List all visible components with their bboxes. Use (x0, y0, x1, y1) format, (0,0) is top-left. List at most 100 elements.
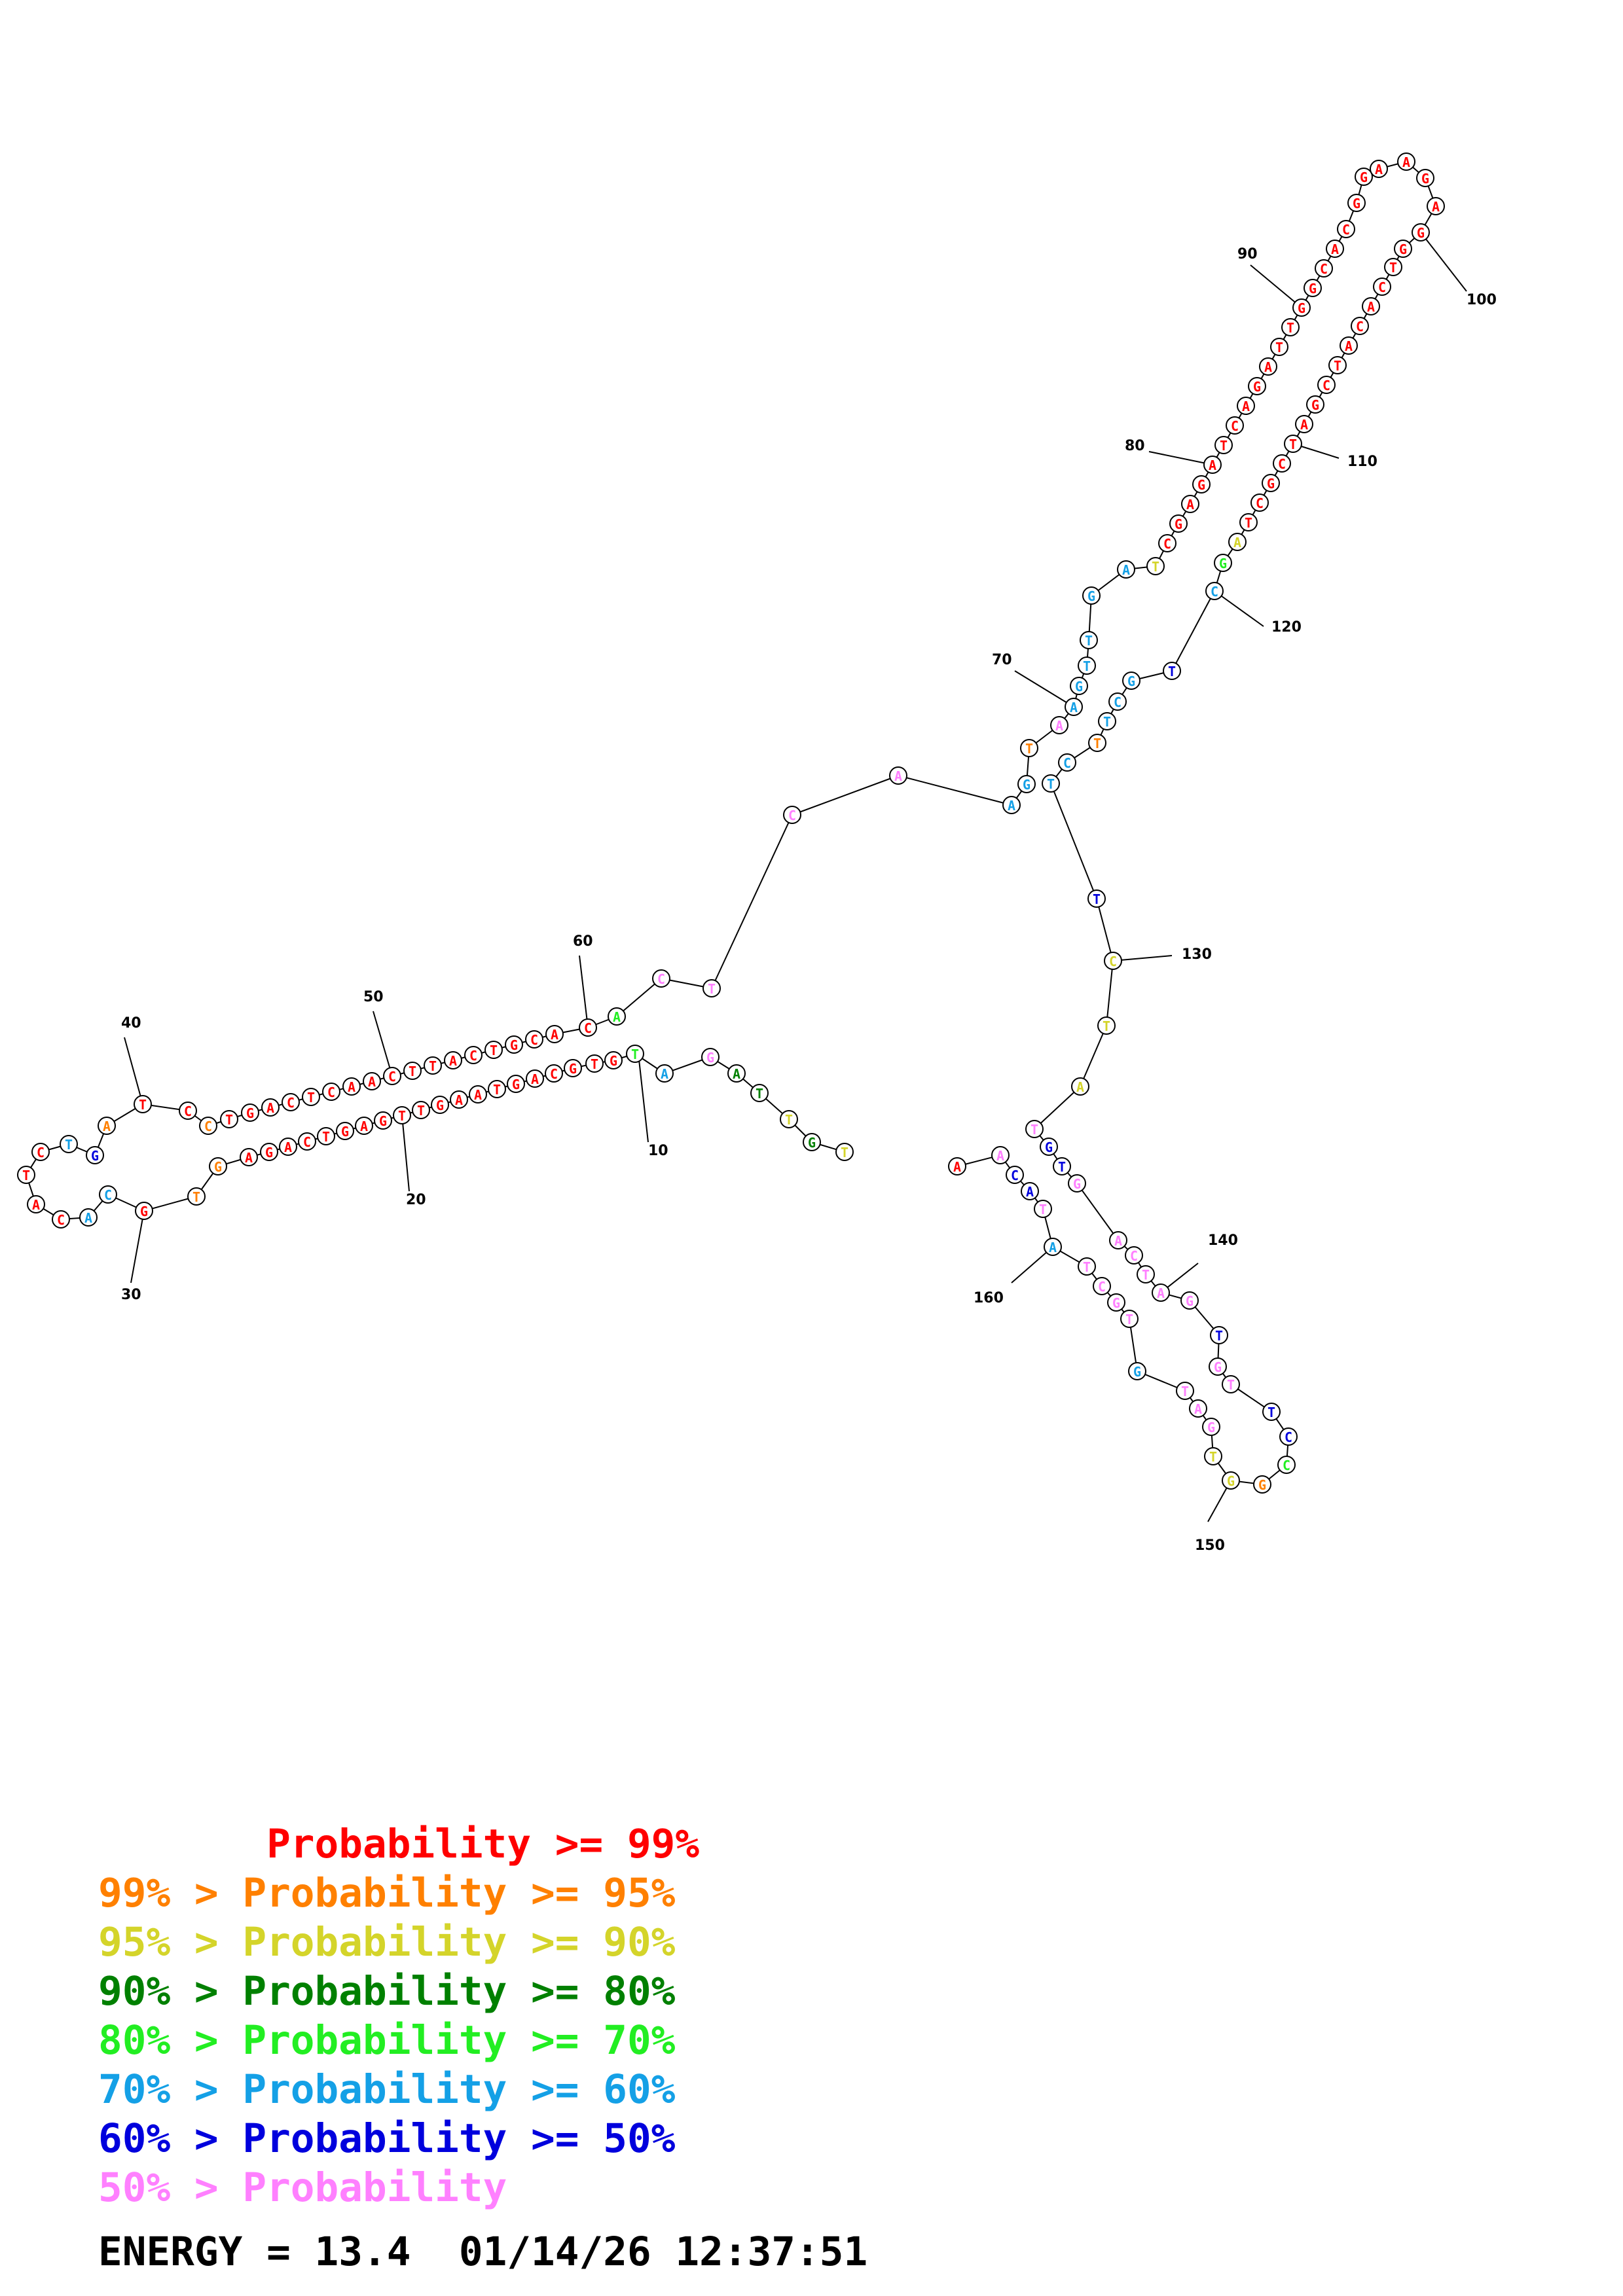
nucleotide-circle (1250, 493, 1269, 512)
nucleotide-letter: A (368, 1074, 376, 1090)
nucleotide-letter: G (1175, 516, 1182, 532)
legend-prefix: 90% > (98, 1968, 243, 2015)
nucleotide-letter: G (1045, 1139, 1053, 1155)
nucleotide-circle (240, 1148, 258, 1166)
nucleotide: C (1279, 1427, 1298, 1446)
nucleotide: C (1226, 416, 1244, 435)
energy-line: ENERGY = 13.4 01/14/26 12:37:51 (98, 2229, 868, 2275)
position-label: 140 (1208, 1232, 1238, 1249)
nucleotide: T (187, 1187, 206, 1206)
nucleotide-letter: T (631, 1047, 639, 1062)
backbone-segment (1171, 590, 1215, 672)
nucleotide-circle (1397, 152, 1415, 171)
nucleotide: C (1250, 493, 1269, 512)
nucleotide: A (279, 1138, 297, 1156)
nucleotide-circle (17, 1166, 35, 1184)
nucleotide: A (1203, 456, 1222, 474)
nucleotide-letter: C (469, 1048, 477, 1064)
nucleotide-letter: T (307, 1090, 315, 1105)
nucleotide-letter: T (1267, 1405, 1275, 1420)
nucleotide: G (1040, 1138, 1058, 1156)
nucleotide-circle (1304, 279, 1322, 297)
nucleotide-circle (484, 1041, 503, 1059)
nucleotide: C (282, 1093, 300, 1111)
nucleotide-circle (780, 1110, 798, 1128)
nucleotide-letter: T (591, 1056, 598, 1072)
nucleotide-letter: A (1331, 242, 1339, 257)
nucleotide: T (1088, 734, 1106, 752)
position-tick (1112, 955, 1173, 961)
nucleotide-letter: T (1030, 1122, 1038, 1138)
nucleotide-circle (469, 1085, 487, 1103)
legend-prefix: 50% > (98, 2164, 243, 2211)
nucleotide: G (431, 1096, 449, 1114)
nucleotide-circle (298, 1132, 316, 1151)
nucleotide-letter: A (996, 1148, 1004, 1164)
nucleotide-circle (322, 1083, 340, 1101)
nucleotide-letter: C (1283, 1458, 1290, 1473)
nucleotide: G (1107, 1293, 1125, 1312)
nucleotide-circle (1373, 278, 1391, 296)
nucleotide: G (1262, 474, 1280, 492)
nucleotide-circle (1248, 377, 1266, 395)
nucleotide-letter: T (22, 1168, 30, 1183)
nucleotide: A (1362, 297, 1380, 315)
nucleotide-letter: G (1219, 556, 1227, 571)
nucleotide-circle (135, 1202, 153, 1220)
nucleotide: T (1210, 1326, 1228, 1344)
probability-legend: Probability >= 99% 99% > Probability >= 9… (98, 1820, 699, 2212)
nucleotide: A (1109, 1231, 1127, 1249)
nucleotide-letter: A (1114, 1233, 1122, 1249)
nucleotide: C (1125, 1246, 1143, 1265)
nucleotide: T (488, 1080, 506, 1098)
nucleotide: A (1228, 533, 1247, 551)
nucleotide: T (1222, 1375, 1240, 1393)
nucleotide: T (702, 979, 721, 997)
nucleotide-letter: G (512, 1077, 520, 1092)
nucleotide-letter: C (1285, 1429, 1292, 1445)
nucleotide-letter: G (1421, 171, 1429, 187)
nucleotide-letter: C (1342, 222, 1350, 238)
nucleotide-circle (1082, 586, 1101, 605)
nucleotide-circle (1088, 734, 1106, 752)
nucleotide-circle (1222, 1471, 1240, 1490)
nucleotide-letter: T (1058, 1159, 1066, 1175)
nucleotide-letter: G (1309, 281, 1317, 296)
nucleotide-letter: T (65, 1137, 73, 1153)
nucleotide-circle (1078, 1257, 1096, 1276)
nucleotide: A (261, 1098, 280, 1117)
nucleotide-letter: G (1298, 300, 1305, 316)
nucleotide: G (241, 1103, 259, 1122)
nucleotide: T (60, 1135, 78, 1153)
nucleotide-circle (1214, 436, 1233, 454)
nucleotide-letter: T (708, 981, 716, 997)
nucleotide-letter: A (1345, 338, 1353, 354)
nucleotide-letter: C (1322, 378, 1330, 393)
nucleotide-letter: G (1075, 679, 1083, 694)
legend-row: 70% > Probability >= 60% (98, 2065, 699, 2114)
nucleotide-circle (1214, 554, 1232, 572)
nucleotide-circle (579, 1018, 597, 1037)
nucleotide-circle (1237, 397, 1255, 415)
nucleotide-letter: A (953, 1159, 961, 1175)
nucleotide: A (1071, 1077, 1089, 1096)
nucleotide-letter: T (490, 1043, 498, 1058)
nucleotide-letter: A (1233, 535, 1241, 550)
nucleotide-letter: G (1186, 1293, 1194, 1309)
nucleotide-letter: T (225, 1112, 233, 1128)
nucleotide: C (1108, 692, 1127, 711)
nucleotide-circle (1158, 534, 1176, 552)
nucleotide-circle (1002, 796, 1021, 814)
position-label: 150 (1195, 1537, 1225, 1554)
nucleotide: T (1042, 774, 1060, 793)
nucleotide-circle (564, 1059, 582, 1077)
nucleotide-letter: T (1103, 1018, 1110, 1034)
nucleotide: T (1087, 889, 1106, 908)
nucleotide-circle (363, 1072, 381, 1090)
nucleotide-circle (1203, 456, 1222, 474)
nucleotide-circle (1328, 356, 1347, 374)
nucleotide: C (1373, 278, 1391, 296)
legend-text: Probability >= 70% (242, 2017, 676, 2064)
position-label: 130 (1182, 946, 1212, 963)
nucleotide-letter: A (1264, 359, 1272, 375)
